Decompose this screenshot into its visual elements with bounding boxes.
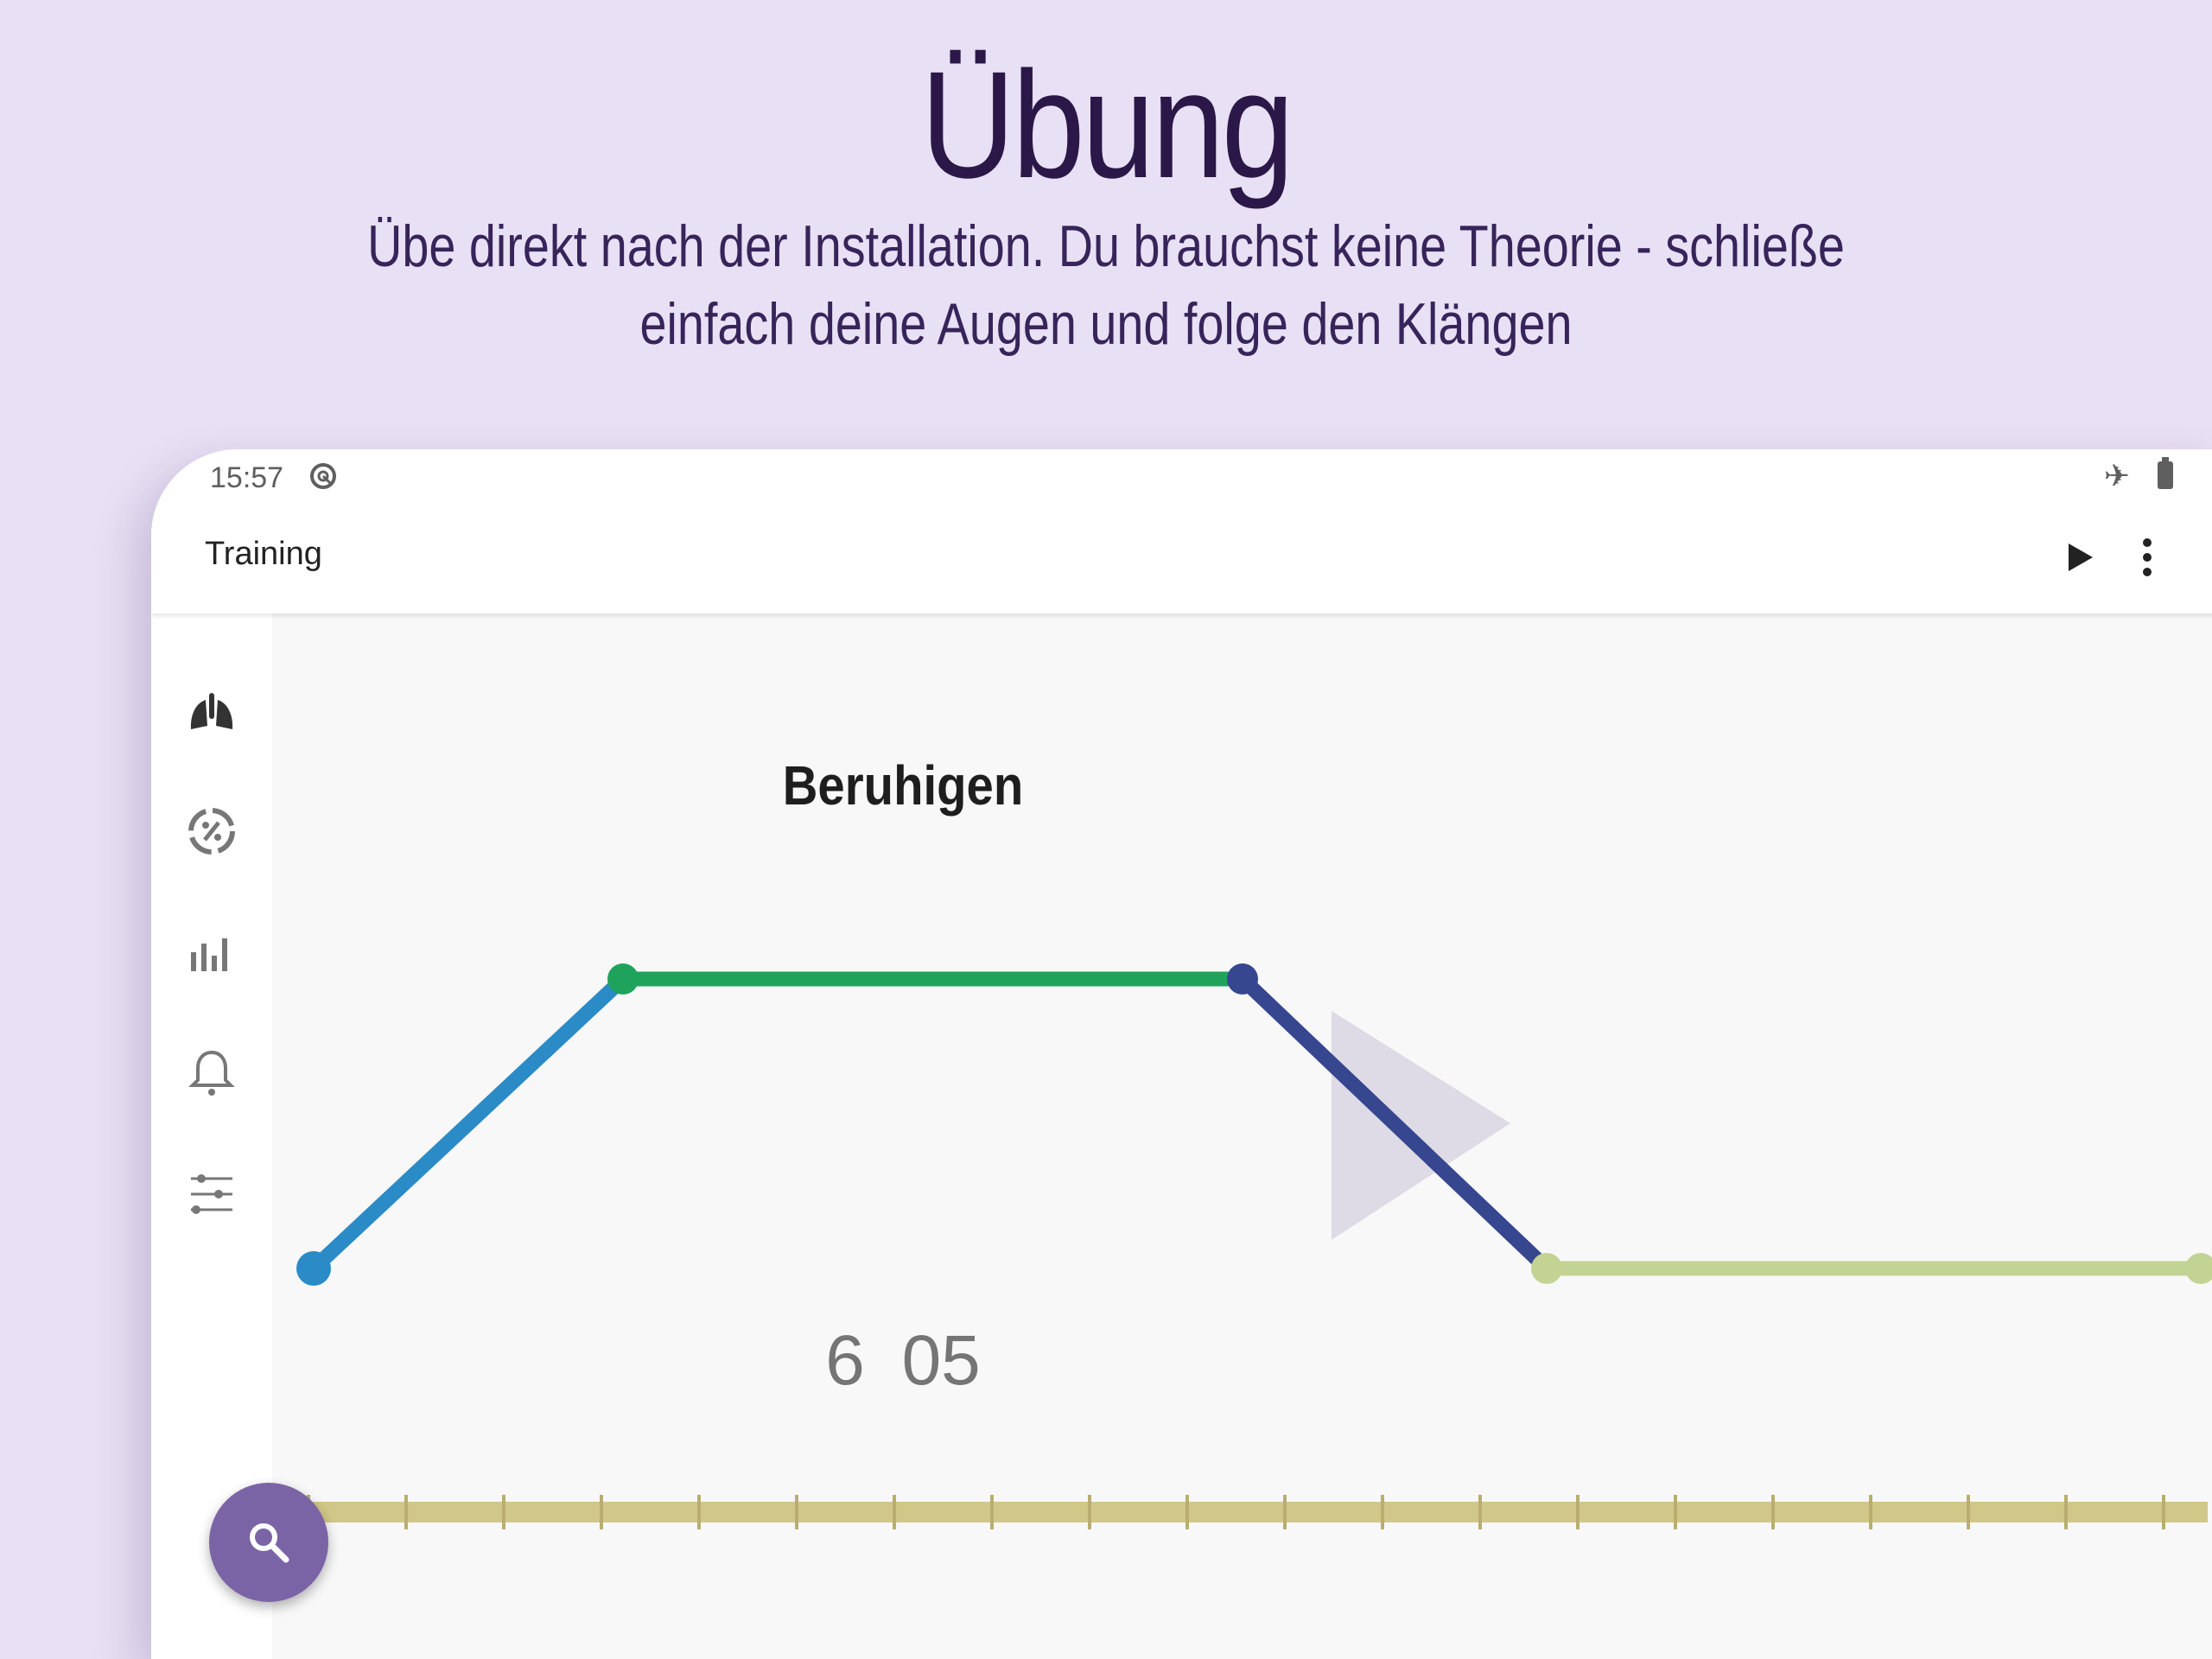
app-bar: Training [151, 501, 2212, 613]
lungs-icon[interactable] [184, 684, 239, 740]
exercise-title: Beruhigen [782, 754, 1024, 817]
phase-point-hold-end [1227, 963, 1258, 995]
battery-icon [2158, 457, 2173, 489]
session-timer: 6 05 [825, 1321, 981, 1400]
play-overlay[interactable] [1332, 1011, 1510, 1240]
bell-icon[interactable] [184, 1046, 239, 1101]
airplane-mode-icon: ✈ [2103, 458, 2130, 493]
promo-subtitle-line-2: einfach deine Augen und folge den Klänge… [639, 291, 1573, 357]
more-vert-icon[interactable] [2139, 536, 2156, 579]
sliders-icon[interactable] [184, 1166, 239, 1222]
search-icon [250, 1523, 289, 1563]
promo-title: Übung [920, 41, 1294, 210]
phase-inhale-line [306, 971, 631, 1276]
tablet-screen: 15:57 ✈ Training [151, 449, 2212, 1659]
percent-dial-icon[interactable] [184, 804, 239, 859]
promo-subtitle-line-1: Übe direkt nach der Installation. Du bra… [367, 213, 1845, 279]
sync-icon [310, 463, 336, 489]
progress-timeline[interactable] [307, 1495, 2208, 1529]
phase-point-end [2185, 1253, 2212, 1284]
play-icon[interactable] [2056, 536, 2100, 579]
search-fab[interactable] [209, 1483, 328, 1602]
breathing-pattern-chart [296, 963, 2212, 1529]
phase-point-start [296, 1251, 331, 1286]
status-bar: 15:57 ✈ [151, 449, 2212, 501]
status-time: 15:57 [210, 461, 284, 494]
phase-point-inhale-end [607, 963, 639, 995]
bar-chart-icon[interactable] [184, 926, 239, 982]
phase-point-exhale-end [1531, 1253, 1562, 1284]
app-bar-title: Training [205, 536, 322, 572]
breathing-exercise-panel: Beruhigen 6 05 DEBKHAGB4SM [272, 613, 2212, 1659]
phase-exhale-line [1235, 971, 1554, 1276]
promo-subtitle: Übe direkt nach der Installation. Du bra… [327, 207, 1885, 363]
